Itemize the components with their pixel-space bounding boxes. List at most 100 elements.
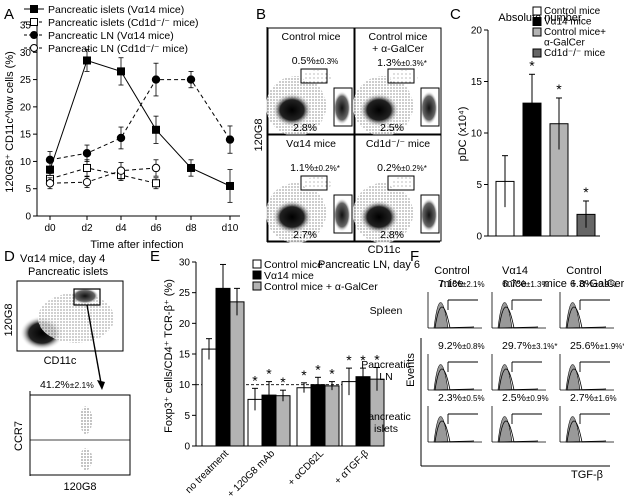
panel-f-pct-label: 2.3%±0.5%	[438, 392, 485, 404]
panel-a-data-point	[116, 166, 126, 175]
panel-d-bottom-high-population	[80, 406, 92, 434]
panel-a-y-tick-label: 20	[20, 102, 32, 113]
panel-e-bar	[310, 384, 326, 447]
panel-f-hist-stain	[434, 368, 475, 391]
panel-f-pct-label: 2.7%±1.6%	[570, 392, 617, 404]
panel-b-low-pct-label: 2.8%	[380, 229, 404, 241]
panel-e-category-label: no treatment	[184, 448, 232, 496]
panel-a-series-line	[49, 79, 231, 161]
panel-b-dense-population	[272, 93, 312, 127]
panel-a-y-tick-label: 30	[20, 48, 32, 59]
panel-a-data-point	[117, 67, 125, 76]
panel-e-significance-star: *	[374, 351, 380, 367]
panel-e-y-tick-label: 25	[179, 288, 191, 299]
panel-e-significance-star: *	[360, 352, 366, 368]
panel-e-significance-star: *	[252, 372, 258, 388]
panel-f-hist-stain	[566, 420, 607, 443]
panel-a-x-tick-label: d0	[44, 223, 56, 234]
panel-f-pct-label: 9.2%±0.8%	[438, 340, 485, 352]
panel-a-legend-label: Pancreatic islets (Cd1d⁻/⁻ mice)	[48, 17, 199, 29]
panel-e-category-label: + αCD62L	[286, 448, 326, 488]
panel-f-column-title: mice	[503, 278, 526, 290]
panel-e-bar	[201, 348, 217, 447]
panel-e-bar	[229, 301, 245, 447]
panel-b-pdc-population	[390, 177, 418, 191]
panel-e-y-tick-label: 20	[179, 319, 191, 330]
panel-d-gate-arrow	[86, 304, 102, 384]
panel-d-bottom-x-label: 120G8	[63, 481, 96, 493]
panel-a-y-tick-label: 25	[20, 75, 32, 86]
panel-b-dense-population	[272, 200, 312, 234]
panel-c-legend-label: Cd1d⁻/⁻ mice	[544, 48, 606, 59]
panel-letter-b: B	[256, 6, 266, 23]
panel-e-y-tick-label: 10	[179, 380, 191, 391]
panel-c-legend-label: Vα14 mice	[544, 17, 592, 28]
panel-a-data-point	[152, 179, 160, 188]
panel-b-plot-title: Control mice	[369, 31, 428, 43]
panel-b-cd11c-gate	[420, 194, 440, 234]
panel-a-x-tick-label: d6	[150, 223, 162, 234]
panel-b-pdc-gate	[300, 175, 328, 191]
panel-e-significance-star: *	[280, 374, 286, 390]
panel-f-hist-stain	[434, 306, 475, 329]
panel-f-hist-stain	[566, 368, 607, 391]
panel-e-legend-swatch	[252, 259, 262, 269]
panel-e-y-tick-label: 0	[184, 442, 190, 453]
panel-a-x-label: Time after infection	[90, 239, 183, 251]
panel-f-hist-isotype	[565, 302, 581, 329]
panel-e-legend-swatch	[252, 270, 262, 280]
panel-a-data-point	[83, 56, 91, 65]
panel-f-hist-stain	[566, 306, 607, 329]
panel-letter-a: A	[4, 6, 14, 23]
panel-a-legend-label: Pancreatic LN (Cd1d⁻/⁻ mice)	[48, 43, 188, 55]
panel-f-hist-isotype	[497, 364, 513, 391]
panel-b-plot-title: Control mice	[282, 31, 341, 43]
panel-e-bar	[296, 387, 312, 447]
panel-a-data-point	[225, 135, 235, 144]
panel-c-y-tick-label: 20	[471, 26, 483, 37]
panel-f-column-title: Control	[566, 265, 601, 277]
panel-f-hist-stain	[498, 368, 539, 391]
panel-b-plot-title: Vα14 mice	[286, 138, 336, 150]
panel-b-x-label: CD11c	[368, 244, 401, 256]
panel-letter-d: D	[4, 248, 15, 265]
panel-b-low-pct-label: 2.8%	[293, 122, 317, 134]
panel-b-pdc-gate	[387, 175, 415, 191]
panel-f-pct-label: 6.7%±1.3%	[502, 278, 549, 290]
panel-a-data-point	[151, 163, 161, 173]
panel-c-y-tick-label: 5	[476, 180, 482, 191]
panel-d-bottom-pct: 41.2%±2.1%	[40, 379, 94, 391]
panel-a-data-point	[187, 163, 195, 172]
panel-a-series-line	[49, 59, 231, 187]
panel-c-significance-star: *	[556, 81, 562, 97]
panel-e-bar	[275, 395, 291, 447]
panel-f-hist-isotype	[565, 416, 581, 443]
panel-f-row-label: Pancreatic	[361, 359, 411, 371]
panel-f-row-label: Pancreatic	[361, 411, 411, 423]
panel-f-column-title: mice	[440, 278, 463, 290]
panel-b-footer: Pancreatic LN, day 6	[318, 259, 420, 271]
panel-a-legend-label: Pancreatic LN (Vα14 mice)	[48, 30, 174, 42]
panel-f-pct-label: 6.3%±0.9%	[570, 278, 617, 290]
panel-a-series-line	[49, 167, 157, 184]
panel-f-column-title: mice + α-GalCer	[544, 278, 624, 290]
panel-f-hist-isotype	[565, 364, 581, 391]
panel-a-y-label: 120G8⁺ CD11c^low cells (%)	[4, 51, 16, 193]
panel-e-legend-label: Control mice	[264, 259, 323, 271]
panel-a-series-line	[49, 167, 157, 184]
panel-a-data-point	[226, 181, 234, 190]
panel-f-hist-stain	[434, 420, 475, 443]
panel-f-row-label: Spleen	[370, 305, 403, 317]
panel-a-legend-marker	[30, 5, 38, 13]
panel-a-x-tick-label: d8	[185, 223, 197, 234]
panel-f-x-label: TGF-β	[571, 469, 603, 481]
panel-f-pct-label: 7.1%±2.1%	[438, 278, 485, 290]
panel-f-hist-stain	[498, 420, 539, 443]
panel-b-pdc-population	[303, 177, 331, 191]
panel-a-legend-marker	[30, 31, 38, 39]
panel-a-data-point	[45, 179, 55, 188]
panel-c-y-tick-label: 15	[471, 77, 483, 88]
